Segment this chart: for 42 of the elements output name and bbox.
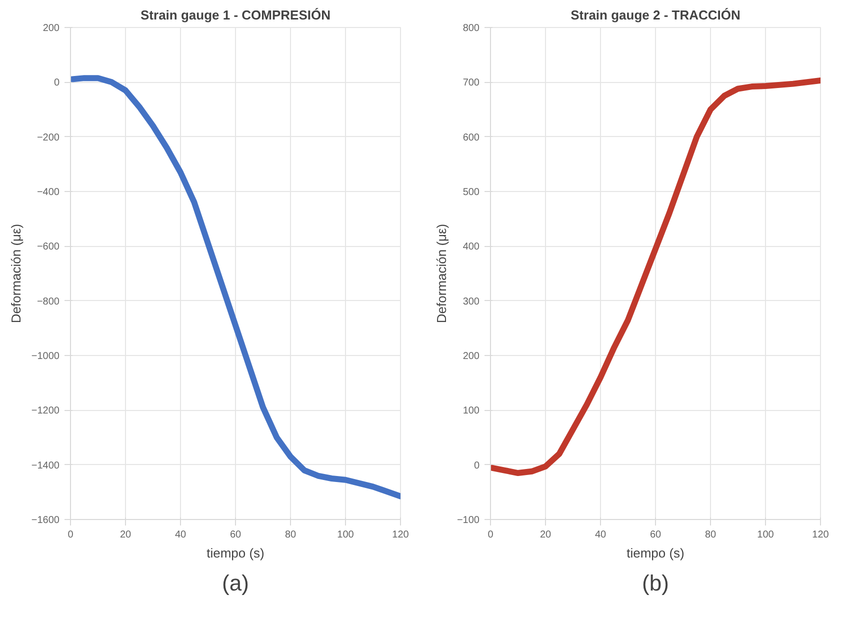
x-tick-label: 100 bbox=[757, 530, 774, 540]
x-tick-label: 120 bbox=[392, 530, 410, 540]
y-tick-label: −800 bbox=[36, 296, 60, 308]
y-tick-label: 500 bbox=[462, 187, 480, 198]
y-tick-label: 400 bbox=[462, 242, 480, 253]
text: (a) bbox=[222, 570, 249, 596]
x-tick-label: 40 bbox=[174, 530, 186, 540]
y-tick-label: 300 bbox=[462, 296, 480, 308]
x-tick-label: 20 bbox=[120, 530, 132, 540]
y-tick-label: −400 bbox=[36, 187, 60, 198]
x-tick-label: 80 bbox=[284, 530, 296, 540]
y-tick-label: 100 bbox=[462, 406, 480, 417]
y-axis-title: Deformación (με) bbox=[434, 224, 449, 324]
x-tick-label: 120 bbox=[812, 530, 830, 540]
y-tick-label: 0 bbox=[54, 78, 60, 89]
x-tick-label: 80 bbox=[704, 530, 716, 540]
y-tick-label: 700 bbox=[462, 78, 480, 89]
x-axis-title: tiempo (s) bbox=[206, 546, 264, 560]
y-tick-label: −1600 bbox=[31, 515, 60, 526]
x-tick-label: 60 bbox=[230, 530, 242, 540]
y-tick-label: −600 bbox=[36, 242, 60, 253]
x-tick-label: 0 bbox=[488, 530, 494, 540]
y-tick-label: −200 bbox=[36, 132, 60, 144]
y-tick-label: 600 bbox=[462, 132, 480, 144]
x-axis-title: tiempo (s) bbox=[626, 546, 684, 560]
x-tick-label: 20 bbox=[540, 530, 552, 540]
y-tick-label: −1400 bbox=[31, 460, 60, 472]
y-tick-label: −1000 bbox=[31, 351, 60, 362]
y-tick-label: −1200 bbox=[31, 406, 60, 417]
text: (b) bbox=[642, 570, 669, 596]
chart-title: Strain gauge 1 - COMPRESIÓN bbox=[140, 8, 330, 22]
y-tick-label: 200 bbox=[462, 351, 480, 362]
y-tick-label: 200 bbox=[42, 23, 60, 34]
y-tick-label: 800 bbox=[462, 23, 480, 34]
x-tick-label: 100 bbox=[337, 530, 354, 540]
chart-title: Strain gauge 2 - TRACCIÓN bbox=[570, 8, 740, 22]
y-axis-title: Deformación (με) bbox=[8, 224, 24, 324]
y-tick-label: −100 bbox=[456, 515, 480, 526]
x-tick-label: 60 bbox=[650, 530, 662, 540]
y-tick-label: 0 bbox=[474, 460, 480, 472]
x-tick-label: 40 bbox=[594, 530, 606, 540]
x-tick-label: 0 bbox=[68, 530, 74, 540]
